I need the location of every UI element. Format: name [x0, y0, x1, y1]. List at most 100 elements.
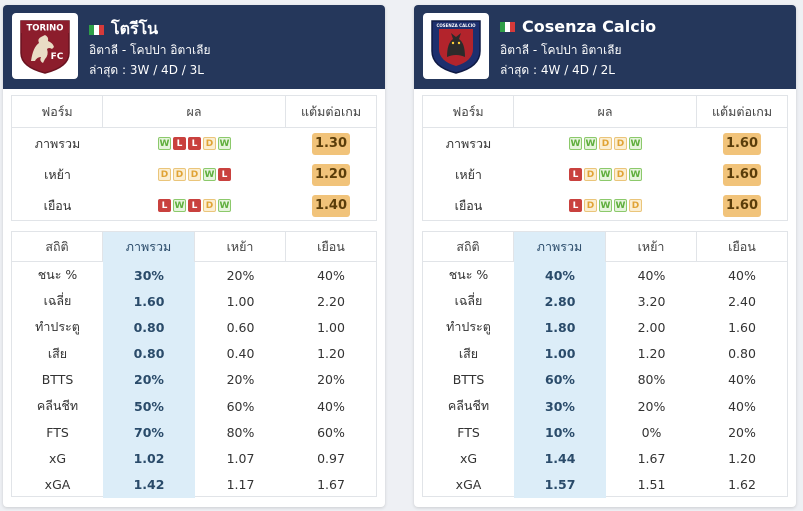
result-badge[interactable]: W [218, 137, 231, 150]
stat-home: 20% [226, 267, 255, 283]
result-badge[interactable]: W [584, 137, 597, 150]
stat-home: 40% [637, 267, 666, 283]
team-card-home: TORINO FC โตรีโน อิตาลี - โคปปา อิตาเลีย… [3, 5, 385, 507]
result-badge[interactable]: L [569, 199, 582, 212]
result-badge[interactable]: D [188, 168, 201, 181]
result-badge[interactable]: W [218, 199, 231, 212]
stats-header-overall[interactable]: ภาพรวม [103, 232, 195, 262]
stats-table: สถิติ ภาพรวม เหย้า เยือน ชนะ % 40% 40% 40% เ… [422, 231, 788, 498]
form-header-ppg: แต้มต่อเกม [300, 104, 362, 119]
stat-home: 0.40 [226, 346, 255, 362]
stat-home: 2.00 [637, 319, 666, 335]
stat-label: xG [48, 450, 67, 466]
form-table: ฟอร์ม ผล แต้มต่อเกม ภาพรวม W W D D W 1.60 เหย้า… [422, 95, 788, 221]
team-logo: TORINO FC [12, 13, 78, 79]
form-row-label: เยือน [454, 197, 483, 213]
stat-label: เฉลี่ย [454, 293, 483, 309]
result-badge[interactable]: D [599, 137, 612, 150]
stat-label: คลีนชีท [36, 398, 79, 414]
stats-row: BTTS 20% 20% 20% [12, 366, 376, 393]
stats-header-home[interactable]: เหย้า [195, 232, 286, 262]
stats-row: ทำประตู 1.80 2.00 1.60 [423, 314, 787, 341]
result-badge[interactable]: W [203, 168, 216, 181]
result-badge[interactable]: W [173, 199, 186, 212]
team-header: TORINO FC โตรีโน อิตาลี - โคปปา อิตาเลีย… [3, 5, 385, 89]
team-competition: อิตาลี - โคปปา อิตาเลีย [89, 43, 211, 57]
team-name[interactable]: Cosenza Calcio [500, 17, 656, 36]
result-badge[interactable]: L [218, 168, 231, 181]
result-badge[interactable]: D [173, 168, 186, 181]
result-badge[interactable]: L [173, 137, 186, 150]
form-row-ppg: 1.60 [697, 190, 787, 221]
form-header-form: ฟอร์ม [423, 96, 514, 128]
result-badge[interactable]: W [629, 168, 642, 181]
italy-flag-icon [89, 24, 104, 35]
stats-header-overall[interactable]: ภาพรวม [514, 232, 606, 262]
ppg-badge: 1.20 [312, 163, 350, 186]
form-header-form: ฟอร์ม [12, 96, 103, 128]
result-badge[interactable]: L [158, 199, 171, 212]
stat-away: 40% [728, 267, 756, 283]
result-badge[interactable]: D [203, 137, 216, 150]
stats-row: ชนะ % 30% 20% 40% [12, 262, 376, 289]
team-name-label: โตรีโน [111, 19, 159, 38]
stat-label: เสีย [47, 345, 68, 361]
team-card-away: COSENZA CALCIO Cosenza Calcio อิตาลี - โ… [414, 5, 796, 507]
form-table-header: ฟอร์ม ผล แต้มต่อเกม [423, 96, 787, 128]
stat-away: 2.20 [317, 293, 345, 309]
result-badge[interactable]: D [158, 168, 171, 181]
form-header-result: ผล [103, 96, 286, 128]
result-badge[interactable]: D [629, 199, 642, 212]
stats-header-stat: สถิติ [12, 232, 103, 262]
result-badge[interactable]: W [599, 168, 612, 181]
stat-label: ชนะ % [448, 267, 489, 283]
result-badge[interactable]: L [188, 137, 201, 150]
result-badge[interactable]: D [614, 137, 627, 150]
result-badge[interactable]: W [599, 199, 612, 212]
stat-overall: 60% [514, 366, 606, 393]
stats-row: เสีย 1.00 1.20 0.80 [423, 340, 787, 367]
stat-away: 1.67 [317, 477, 345, 493]
ppg-badge: 1.60 [723, 194, 761, 217]
stat-overall: 40% [514, 262, 606, 289]
team-name[interactable]: โตรีโน [89, 17, 158, 42]
form-row: เยือน L D W W D 1.60 [423, 190, 787, 221]
result-badge[interactable]: W [158, 137, 171, 150]
stat-overall: 1.80 [514, 314, 606, 341]
stats-header-home[interactable]: เหย้า [606, 232, 697, 262]
result-badge[interactable]: D [203, 199, 216, 212]
team-name-label: Cosenza Calcio [522, 17, 657, 36]
stat-label: xGA [455, 477, 482, 493]
result-badge[interactable]: D [584, 199, 597, 212]
stat-label: ทำประตู [35, 319, 80, 335]
result-badge[interactable]: L [569, 168, 582, 181]
form-header-ppg: แต้มต่อเกม [711, 104, 773, 119]
svg-text:COSENZA CALCIO: COSENZA CALCIO [436, 23, 476, 28]
result-badge[interactable]: D [584, 168, 597, 181]
stats-header-away[interactable]: เยือน [317, 239, 345, 254]
stats-header-stat: สถิติ [423, 232, 514, 262]
stat-away: 60% [317, 424, 345, 440]
result-badge[interactable]: W [569, 137, 582, 150]
stat-label: BTTS [452, 372, 485, 388]
stat-away: 1.00 [317, 319, 345, 335]
form-row: เหย้า D D D W L 1.20 [12, 159, 376, 190]
stats-row: เสีย 0.80 0.40 1.20 [12, 340, 376, 367]
stat-away: 1.60 [728, 319, 756, 335]
stats-row: คลีนชีท 30% 20% 40% [423, 392, 787, 420]
result-badge[interactable]: L [188, 199, 201, 212]
stat-overall: 20% [103, 366, 195, 393]
stats-header-away[interactable]: เยือน [728, 239, 756, 254]
stat-away: 20% [317, 372, 345, 388]
stat-home: 1.00 [226, 293, 255, 309]
result-badge[interactable]: D [614, 168, 627, 181]
stats-table-header: สถิติ ภาพรวม เหย้า เยือน [423, 232, 787, 262]
team-competition: อิตาลี - โคปปา อิตาเลีย [500, 43, 622, 57]
stat-overall: 10% [514, 419, 606, 446]
result-badge[interactable]: W [629, 137, 642, 150]
result-badge[interactable]: W [614, 199, 627, 212]
